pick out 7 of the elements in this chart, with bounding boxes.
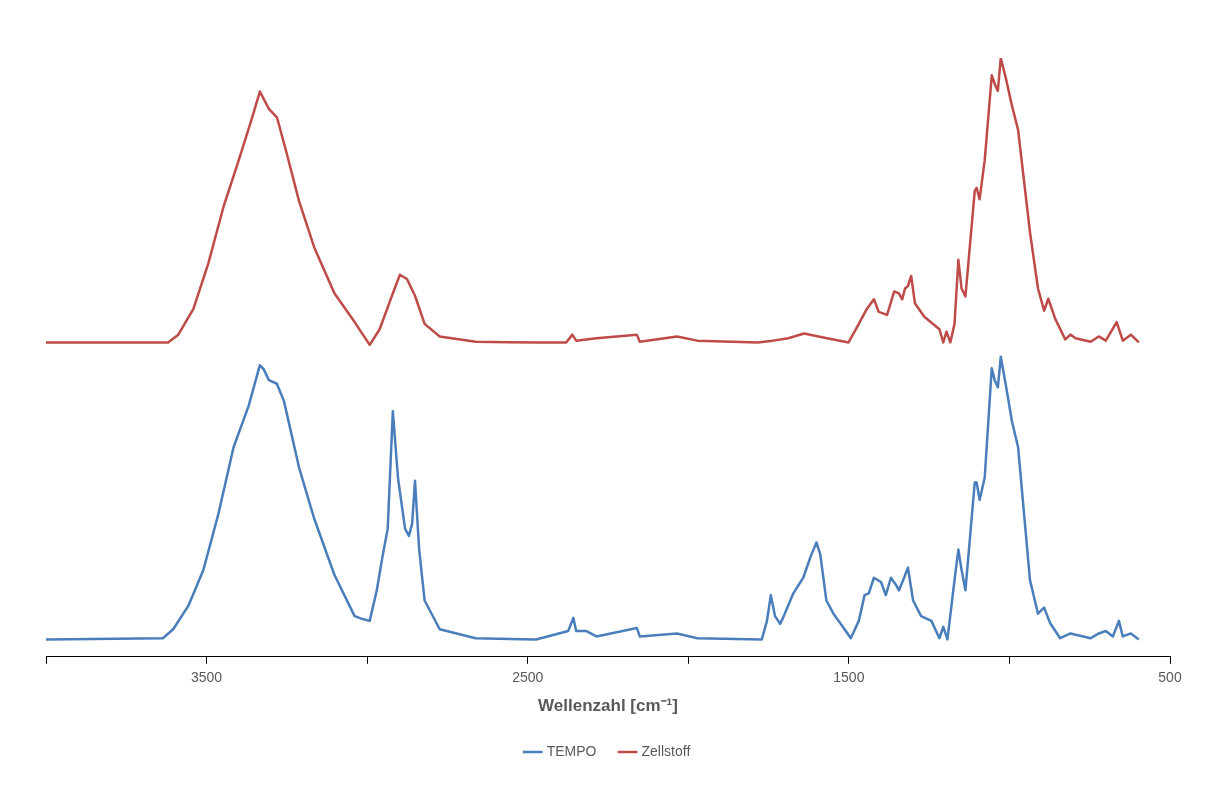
legend-label: Zellstoff xyxy=(641,742,691,759)
x-tick-label: 500 xyxy=(1158,669,1182,686)
x-tick-label: 2500 xyxy=(512,669,544,686)
legend-label: TEMPO xyxy=(546,742,597,759)
x-tick-label: 1500 xyxy=(833,669,865,686)
x-axis-title: Wellenzahl [cm⁻¹] xyxy=(538,696,678,716)
x-tick-label: 3500 xyxy=(190,669,223,686)
